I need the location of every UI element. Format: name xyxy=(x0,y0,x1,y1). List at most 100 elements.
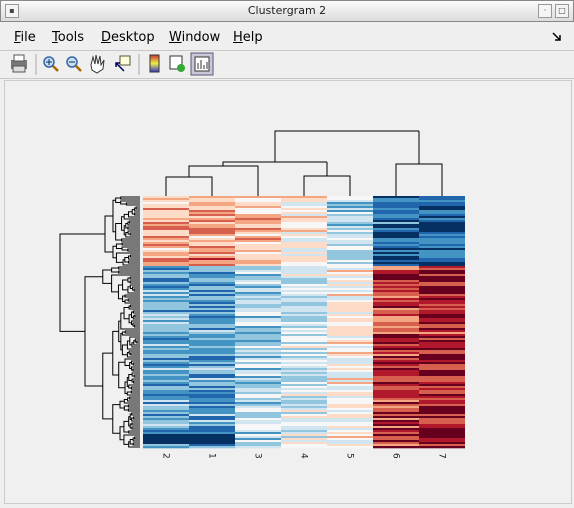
heatmap-cell xyxy=(281,436,327,439)
menu-item[interactable]: File xyxy=(14,30,36,45)
dock-arrow[interactable] xyxy=(552,32,562,42)
zoom-out-button[interactable] xyxy=(66,56,82,72)
heatmap-cell xyxy=(143,312,189,315)
heatmap-cell xyxy=(419,356,465,359)
heatmap-cell xyxy=(235,348,281,351)
heatmap-cell xyxy=(281,350,327,353)
heatmap-cell xyxy=(327,328,373,331)
heatmap-cell xyxy=(327,352,373,355)
heatmap-cell xyxy=(327,208,373,211)
heatmap-cell xyxy=(143,242,189,245)
heatmap-cell xyxy=(281,368,327,371)
heatmap-cell xyxy=(189,266,235,269)
heatmap-cell xyxy=(143,322,189,325)
heatmap-cell xyxy=(373,382,419,385)
heatmap-cell xyxy=(143,300,189,303)
window-menu-button[interactable]: ▪ xyxy=(5,4,19,18)
heatmap-cell xyxy=(419,218,465,221)
heatmap-cell xyxy=(189,274,235,277)
heatmap-cell xyxy=(235,314,281,317)
heatmap-cell xyxy=(373,212,419,215)
heatmap-cell xyxy=(373,352,419,355)
heatmap-cell xyxy=(373,394,419,397)
heatmap-cell xyxy=(281,292,327,295)
heatmap-cell xyxy=(235,422,281,425)
heatmap-cell xyxy=(235,230,281,233)
heatmap-cell xyxy=(143,362,189,365)
zoom-in-button[interactable] xyxy=(43,56,59,72)
menu-item[interactable]: Help xyxy=(233,30,263,45)
heatmap-cell xyxy=(189,290,235,293)
heatmap-cell xyxy=(373,234,419,237)
heatmap-cell xyxy=(327,424,373,427)
heatmap-cell xyxy=(281,228,327,231)
heatmap-cell xyxy=(281,408,327,411)
data-cursor-button[interactable] xyxy=(115,55,131,72)
insert-button[interactable] xyxy=(169,55,185,72)
heatmap-cell xyxy=(143,348,189,351)
menu-item[interactable]: Window xyxy=(169,30,221,45)
heatmap-cell xyxy=(281,378,327,381)
heatmap-cell xyxy=(373,332,419,335)
heatmap-cell xyxy=(373,252,419,255)
heatmap-cell xyxy=(235,234,281,237)
heatmap-cell xyxy=(235,198,281,201)
maximize-button[interactable]: □ xyxy=(555,4,569,18)
heatmap-cell xyxy=(281,316,327,319)
pan-button[interactable] xyxy=(90,54,105,74)
heatmap-cell xyxy=(143,392,189,395)
heatmap-cell xyxy=(189,394,235,397)
heatmap-cell xyxy=(281,214,327,217)
heatmap-cell xyxy=(419,276,465,279)
heatmap-cell xyxy=(235,380,281,383)
heatmap xyxy=(143,196,465,449)
heatmap-cell xyxy=(189,200,235,203)
print-button[interactable] xyxy=(11,54,27,73)
heatmap-cell xyxy=(419,242,465,245)
minimize-button[interactable]: · xyxy=(538,4,552,18)
heatmap-cell xyxy=(281,204,327,207)
heatmap-cell xyxy=(189,342,235,345)
heatmap-cell xyxy=(419,328,465,331)
menu-item[interactable]: Desktop xyxy=(101,30,155,45)
colorbar-button[interactable] xyxy=(149,54,160,73)
heatmap-cell xyxy=(373,378,419,381)
menu-item[interactable]: Tools xyxy=(52,30,85,45)
heatmap-cell xyxy=(143,254,189,257)
heatmap-cell xyxy=(327,316,373,319)
heatmap-cell xyxy=(143,246,189,249)
heatmap-cell xyxy=(419,304,465,307)
heatmap-cell xyxy=(143,318,189,321)
dendrogram-button[interactable] xyxy=(190,52,214,76)
heatmap-cell xyxy=(327,270,373,273)
heatmap-cell xyxy=(189,256,235,259)
heatmap-cell xyxy=(281,400,327,403)
heatmap-cell xyxy=(373,396,419,399)
heatmap-cell xyxy=(281,428,327,431)
heatmap-cell xyxy=(143,270,189,273)
heatmap-cell xyxy=(235,368,281,371)
heatmap-cell xyxy=(281,352,327,355)
heatmap-cell xyxy=(327,312,373,315)
heatmap-cell xyxy=(189,360,235,363)
heatmap-cell xyxy=(235,244,281,247)
heatmap-cell xyxy=(419,408,465,411)
heatmap-cell xyxy=(373,200,419,203)
heatmap-cell xyxy=(235,282,281,285)
heatmap-cell xyxy=(143,272,189,275)
heatmap-cell xyxy=(235,324,281,327)
heatmap-cell xyxy=(327,412,373,415)
heatmap-cell xyxy=(281,274,327,277)
heatmap-cell xyxy=(373,324,419,327)
heatmap-cell xyxy=(235,336,281,339)
heatmap-cell xyxy=(143,256,189,259)
heatmap-cell xyxy=(189,272,235,275)
heatmap-cell xyxy=(189,330,235,333)
heatmap-cell xyxy=(143,268,189,271)
heatmap-cell xyxy=(189,282,235,285)
heatmap-cell xyxy=(373,372,419,375)
heatmap-cell xyxy=(143,360,189,363)
heatmap-cell xyxy=(281,226,327,229)
heatmap-cell xyxy=(143,350,189,353)
heatmap-cell xyxy=(373,270,419,273)
